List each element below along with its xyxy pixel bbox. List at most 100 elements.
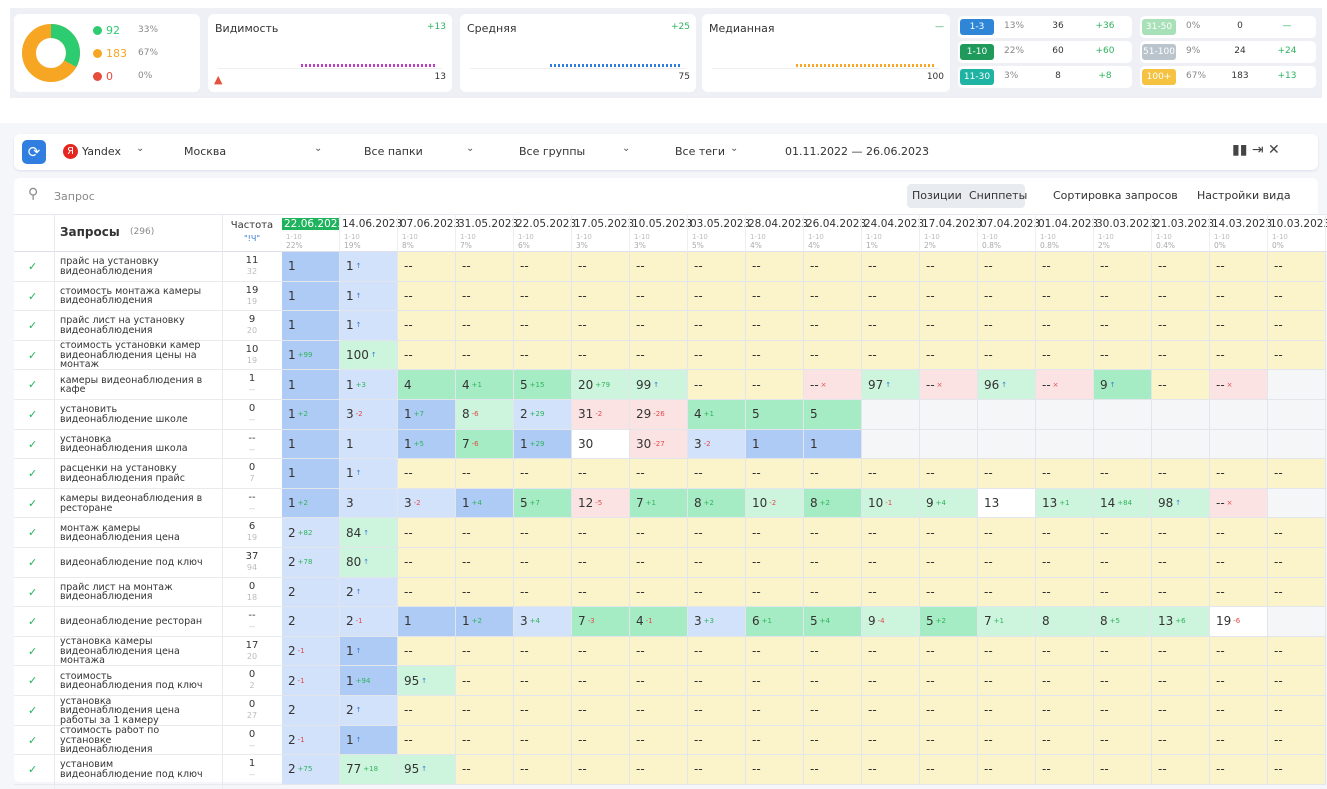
position-cell: -- × [1210,370,1268,400]
date-header[interactable]: 10.03.2023 [1270,218,1327,230]
position-cell: -- [1268,252,1326,282]
dropdown-caret[interactable]: ⌄ [314,143,323,154]
check-icon[interactable]: ✓ [28,526,38,540]
position-delta: -6 [471,439,479,448]
toolbar-folders[interactable]: Все папки [364,145,423,158]
date-header[interactable]: 22.06.2023 [282,218,345,230]
check-icon[interactable]: ✓ [28,467,38,481]
position: 98 [1158,496,1174,511]
position-cell: -- [1036,252,1094,282]
toolbar-region[interactable]: Москва [184,145,227,158]
position: -- [636,259,645,274]
tab-group [907,184,1025,208]
position-cell: 3 [340,488,398,519]
date-header[interactable]: 30.03.2023 [1096,218,1157,230]
date-header[interactable]: 26.04.2023 [806,218,867,230]
position-cell: -- [978,666,1036,696]
date-range: 1-10 [924,233,940,241]
date-header[interactable]: 03.05.2023 [690,218,751,230]
check-icon[interactable]: ✓ [28,260,38,273]
date-header[interactable]: 17.05.2023 [574,218,635,230]
position-cell [978,400,1036,430]
view-button[interactable]: Настройки вида [1197,189,1291,202]
date-header[interactable]: 10.05.2023 [632,218,693,230]
position: -- [1042,466,1051,481]
date-header[interactable]: 31.05.2023 [458,218,519,230]
date-header[interactable]: 07.06.2023 [400,218,461,230]
date-header[interactable]: 14.06.2023 [342,218,403,230]
position: 80 [346,555,362,570]
check-icon[interactable]: ✓ [28,674,38,688]
check-icon[interactable]: ✓ [28,348,38,362]
position-cell: 7 +1 [978,607,1036,637]
position-cell: -- [978,548,1036,578]
position-cell: -- [920,666,978,696]
freq: 0 [248,403,256,414]
position: -- [868,288,877,303]
range-delta: +60 [1095,46,1115,56]
dropdown-caret[interactable]: ⌄ [136,143,145,154]
position: -- [1216,732,1225,747]
toolbar-groups[interactable]: Все группы [519,145,586,158]
check-icon[interactable]: ✓ [28,644,38,658]
row-divider [14,458,282,460]
position: 1 [288,496,296,511]
toolbar-period[interactable]: 01.11.2022 — 26.06.2023 [785,145,929,158]
position-cell: 30 [572,429,630,460]
position-cell: -- [1210,281,1268,312]
position: -- [462,673,471,688]
check-icon[interactable]: ✓ [28,378,38,392]
position-cell: 7 -6 [456,429,514,460]
position: -- [1274,466,1283,481]
check-icon[interactable]: ✓ [28,289,38,303]
refresh-button[interactable]: ⟳ [22,140,46,164]
search-input[interactable]: Запрос [54,190,95,203]
range-label: 1-10 [960,44,994,60]
date-header[interactable]: 22.05.2023 [516,218,577,230]
date-header[interactable]: 07.04.2023 [980,218,1041,230]
sort-button[interactable]: Сортировка запросов [1053,189,1178,202]
position-cell: -- [688,252,746,282]
dropdown-caret[interactable]: ⌄ [922,143,931,154]
tab[interactable]: Сниппеты [969,189,1028,202]
check-icon[interactable]: ✓ [28,733,38,747]
position-cell: 1 [804,429,862,460]
check-icon[interactable]: ✓ [28,763,38,777]
check-icon[interactable]: ✓ [28,615,38,629]
check-icon[interactable]: ✓ [28,408,38,421]
tab[interactable]: Позиции [912,189,962,202]
dropdown-caret[interactable]: ⌄ [730,143,739,154]
position: -- [1158,644,1167,659]
check-icon[interactable]: ✓ [28,496,38,510]
position: -- [1100,318,1109,333]
position: -- [462,732,471,747]
position: -- [462,762,471,777]
position-delta: +3 [355,380,366,389]
freq: 0 [248,462,256,474]
check-icon[interactable]: ✓ [28,556,38,569]
check-icon[interactable]: ✓ [28,319,38,333]
date-header[interactable]: 14.03.2023 [1212,218,1273,230]
date-header[interactable]: 24.04.2023 [864,218,925,230]
position: 4 [462,377,470,392]
date-header[interactable]: 17.04.2023 [922,218,983,230]
date-header[interactable]: 28.04.2023 [748,218,809,230]
toolbar-engine[interactable]: Yandex [82,145,121,158]
position: -- [1274,525,1283,540]
check-icon[interactable]: ✓ [28,704,38,717]
dropdown-caret[interactable]: ⌄ [466,143,475,154]
position-cell [862,400,920,430]
position-cell: -- [1152,666,1210,696]
position-cell: -- [1268,311,1326,341]
toolbar-tags[interactable]: Все теги [675,145,725,158]
position-cell: -- [1094,311,1152,341]
position: -- [694,644,703,659]
range-pct: 9% [1186,46,1201,56]
date-header[interactable]: 01.04.2023 [1038,218,1099,230]
dropdown-caret[interactable]: ⌄ [622,143,631,154]
check-icon[interactable]: ✓ [28,437,38,451]
position-cell: -- [1210,340,1268,371]
check-icon[interactable]: ✓ [28,585,38,599]
toolbar-icons[interactable]: ▮▮ ⇥ ✕ [1232,142,1280,158]
date-header[interactable]: 21.03.2023 [1154,218,1215,230]
